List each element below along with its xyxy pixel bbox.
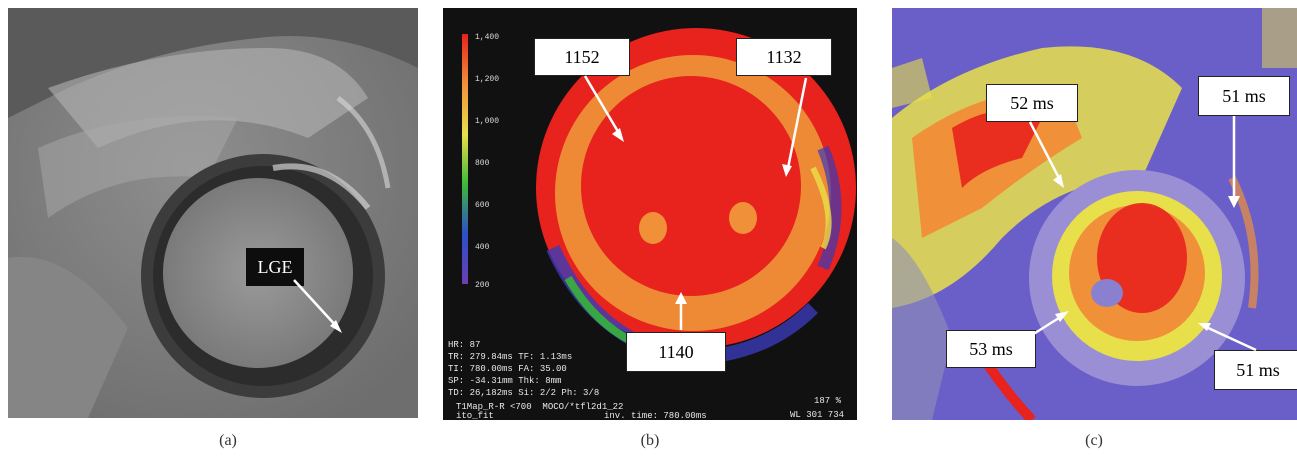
label-51ms-bottom: 51 ms: [1214, 350, 1297, 390]
overlay-line: TD: 26,182ms Si: 2/2 Ph: 3/8: [448, 388, 600, 398]
caption-b: (b): [640, 432, 660, 449]
panel-a-image: [8, 8, 418, 418]
overlay-line: TR: 279.84ms TF: 1.13ms: [448, 352, 573, 362]
overlay-line: T1Map_R-R <700 MOCO/*tfl2d1_22: [456, 402, 624, 412]
label-1152: 1152: [534, 38, 630, 76]
overlay-line: HR: 87: [448, 340, 481, 350]
overlay-line: ito_fit: [456, 411, 494, 421]
label-53ms: 53 ms: [946, 330, 1036, 368]
caption-c: (c): [1085, 432, 1103, 449]
label-lge: LGE: [246, 248, 304, 286]
label-51ms-top: 51 ms: [1198, 76, 1290, 116]
overlay-line: inv. time: 780.00ms: [604, 411, 707, 421]
panel-a-mri-graphic: [8, 8, 418, 418]
scale-tick: 800: [475, 159, 490, 168]
label-1132: 1132: [736, 38, 832, 76]
scale-tick: 600: [475, 201, 490, 210]
overlay-line: 187 %: [814, 396, 842, 406]
label-1140: 1140: [626, 332, 726, 372]
overlay-line: SP: -34.31mm Thk: 8mm: [448, 376, 562, 386]
scale-tick: 1,000: [475, 117, 500, 126]
scale-tick: 400: [475, 243, 490, 252]
label-52ms: 52 ms: [986, 84, 1078, 122]
caption-a: (a): [219, 432, 237, 449]
overlay-line: TI: 780.00ms FA: 35.00: [448, 364, 567, 374]
overlay-line: WL 301 734: [790, 410, 845, 420]
scale-tick: 1,200: [475, 75, 500, 84]
scale-tick: 200: [475, 281, 490, 290]
scale-tick: 1,400: [475, 33, 500, 42]
